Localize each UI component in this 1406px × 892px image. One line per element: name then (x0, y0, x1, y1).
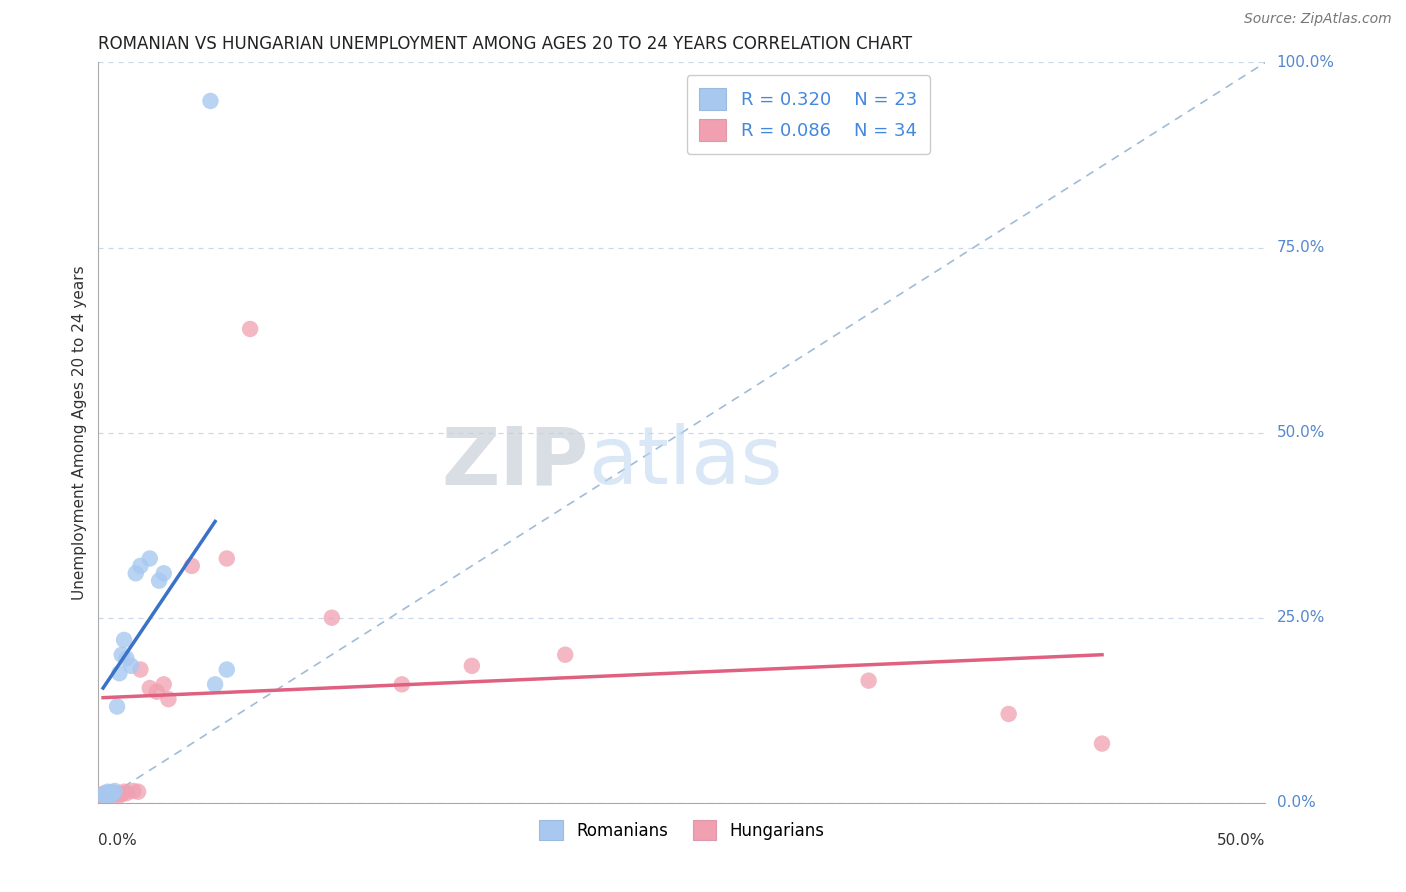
Point (321, 610, 343, 624)
Point (997, 706, 1019, 721)
Point (115, 651, 138, 665)
Text: 75.0%: 75.0% (1277, 240, 1324, 255)
Y-axis label: Unemployment Among Ages 20 to 24 years: Unemployment Among Ages 20 to 24 years (72, 265, 87, 600)
Point (98, 787, 121, 801)
Point (129, 558, 152, 573)
Text: 100.0%: 100.0% (1277, 55, 1334, 70)
Point (204, 677, 226, 691)
Text: 25.0%: 25.0% (1277, 610, 1324, 625)
Text: Source: ZipAtlas.com: Source: ZipAtlas.com (1244, 12, 1392, 26)
Text: ROMANIAN VS HUNGARIAN UNEMPLOYMENT AMONG AGES 20 TO 24 YEARS CORRELATION CHART: ROMANIAN VS HUNGARIAN UNEMPLOYMENT AMONG… (98, 35, 912, 53)
Point (115, 786, 138, 800)
Point (239, 322, 262, 336)
Point (129, 663, 152, 677)
Point (94, 786, 117, 800)
Point (101, 787, 124, 801)
Text: 0.0%: 0.0% (98, 833, 138, 848)
Text: ZIP: ZIP (441, 423, 589, 501)
Point (139, 551, 162, 566)
Point (108, 666, 131, 681)
Point (97, 786, 120, 800)
Text: 50.0%: 50.0% (1218, 833, 1265, 848)
Point (94, 786, 117, 800)
Point (148, 574, 170, 588)
Text: 50.0%: 50.0% (1277, 425, 1324, 440)
Point (125, 566, 148, 581)
Point (105, 787, 128, 801)
Point (94, 787, 117, 801)
Point (98, 789, 121, 803)
Point (98, 789, 121, 803)
Point (91, 787, 114, 801)
Point (120, 658, 142, 673)
Point (101, 785, 124, 799)
Point (157, 692, 180, 706)
Text: 0.0%: 0.0% (1277, 796, 1315, 810)
Point (152, 677, 174, 691)
Point (104, 786, 127, 800)
Point (112, 785, 135, 799)
Point (461, 658, 484, 673)
Point (111, 787, 134, 801)
Point (215, 663, 238, 677)
Point (91, 789, 114, 803)
Point (112, 632, 135, 647)
Point (215, 551, 238, 566)
Point (97, 788, 120, 802)
Point (104, 784, 127, 798)
Point (94, 788, 117, 802)
Point (152, 566, 174, 581)
Point (554, 648, 576, 662)
Point (180, 558, 202, 573)
Point (111, 648, 134, 662)
Point (858, 673, 880, 688)
Point (104, 788, 127, 802)
Point (97, 789, 120, 803)
Point (200, 94, 222, 108)
Point (122, 784, 145, 798)
Point (101, 787, 124, 801)
Point (97, 785, 120, 799)
Point (108, 789, 131, 803)
Point (127, 785, 149, 799)
Point (91, 789, 114, 803)
Point (105, 699, 128, 714)
Point (98, 785, 121, 799)
Point (139, 681, 162, 695)
Point (146, 685, 169, 699)
Point (391, 677, 413, 691)
Point (1091, 737, 1114, 751)
Text: atlas: atlas (589, 423, 783, 501)
Legend: Romanians, Hungarians: Romanians, Hungarians (533, 814, 831, 847)
